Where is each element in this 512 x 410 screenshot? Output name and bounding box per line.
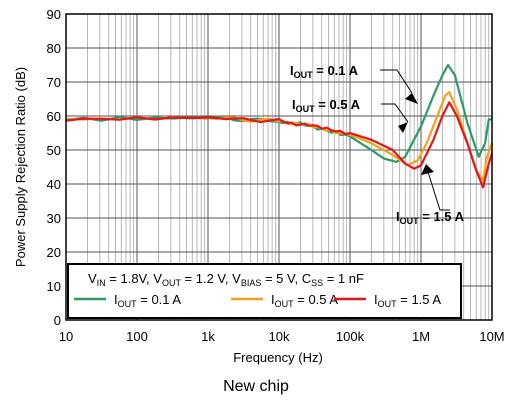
legend: VIN = 1.8V, VOUT = 1.2 V, VBIAS = 5 V, C… bbox=[67, 263, 462, 319]
annotation-leader bbox=[381, 103, 409, 123]
x-tick-label: 10k bbox=[269, 329, 290, 344]
x-tick-label: 1M bbox=[412, 329, 430, 344]
annotation-iout-0-1a: IOUT = 0.1 A bbox=[290, 63, 359, 80]
x-tick-label: 10M bbox=[479, 329, 504, 344]
x-axis-title: Frequency (Hz) bbox=[233, 350, 323, 365]
annotation-leader bbox=[380, 69, 413, 94]
annotation-arrowhead bbox=[421, 164, 434, 175]
y-tick-label: 10 bbox=[47, 279, 61, 294]
plot-frame bbox=[65, 13, 493, 321]
conditions-text: VIN = 1.8V, VOUT = 1.2 V, VBIAS = 5 V, C… bbox=[88, 271, 364, 288]
y-tick-label: 80 bbox=[47, 41, 61, 56]
legend-box bbox=[67, 263, 462, 319]
y-tick-label: 20 bbox=[47, 245, 61, 260]
annotation-iout-1-5a: IOUT = 1.5 A bbox=[396, 209, 465, 226]
legend-entry: IOUT = 1.5 A bbox=[374, 292, 441, 309]
annotation-leader bbox=[427, 171, 450, 211]
y-axis-title: Power Supply Rejection Ratio (dB) bbox=[13, 67, 28, 267]
x-tick-label: 1k bbox=[201, 329, 215, 344]
y-tick-label: 40 bbox=[47, 177, 61, 192]
y-tick-label: 50 bbox=[47, 143, 61, 158]
annotation-layer: IOUT = 0.1 A IOUT = 0.5 A IOUT = 1.5 A bbox=[290, 63, 465, 226]
legend-entry: IOUT = 0.5 A bbox=[271, 292, 338, 309]
annotation-arrowhead bbox=[398, 122, 408, 133]
y-tick-label: 60 bbox=[47, 109, 61, 124]
y-tick-label: 70 bbox=[47, 75, 61, 90]
x-tick-label: 100 bbox=[126, 329, 148, 344]
y-tick-label: 30 bbox=[47, 211, 61, 226]
x-tick-label: 10 bbox=[59, 329, 73, 344]
plot-border bbox=[65, 13, 493, 321]
annotation-arrowhead bbox=[405, 93, 418, 104]
series-layer bbox=[65, 63, 494, 189]
y-tick-label: 0 bbox=[54, 313, 61, 328]
chart-caption: New chip bbox=[223, 378, 289, 395]
y-tick-label: 90 bbox=[47, 7, 61, 22]
annotation-iout-0-5a: IOUT = 0.5 A bbox=[292, 97, 361, 114]
legend-entry: IOUT = 0.1 A bbox=[114, 292, 181, 309]
series-line bbox=[65, 101, 494, 189]
x-tick-label: 100k bbox=[336, 329, 365, 344]
